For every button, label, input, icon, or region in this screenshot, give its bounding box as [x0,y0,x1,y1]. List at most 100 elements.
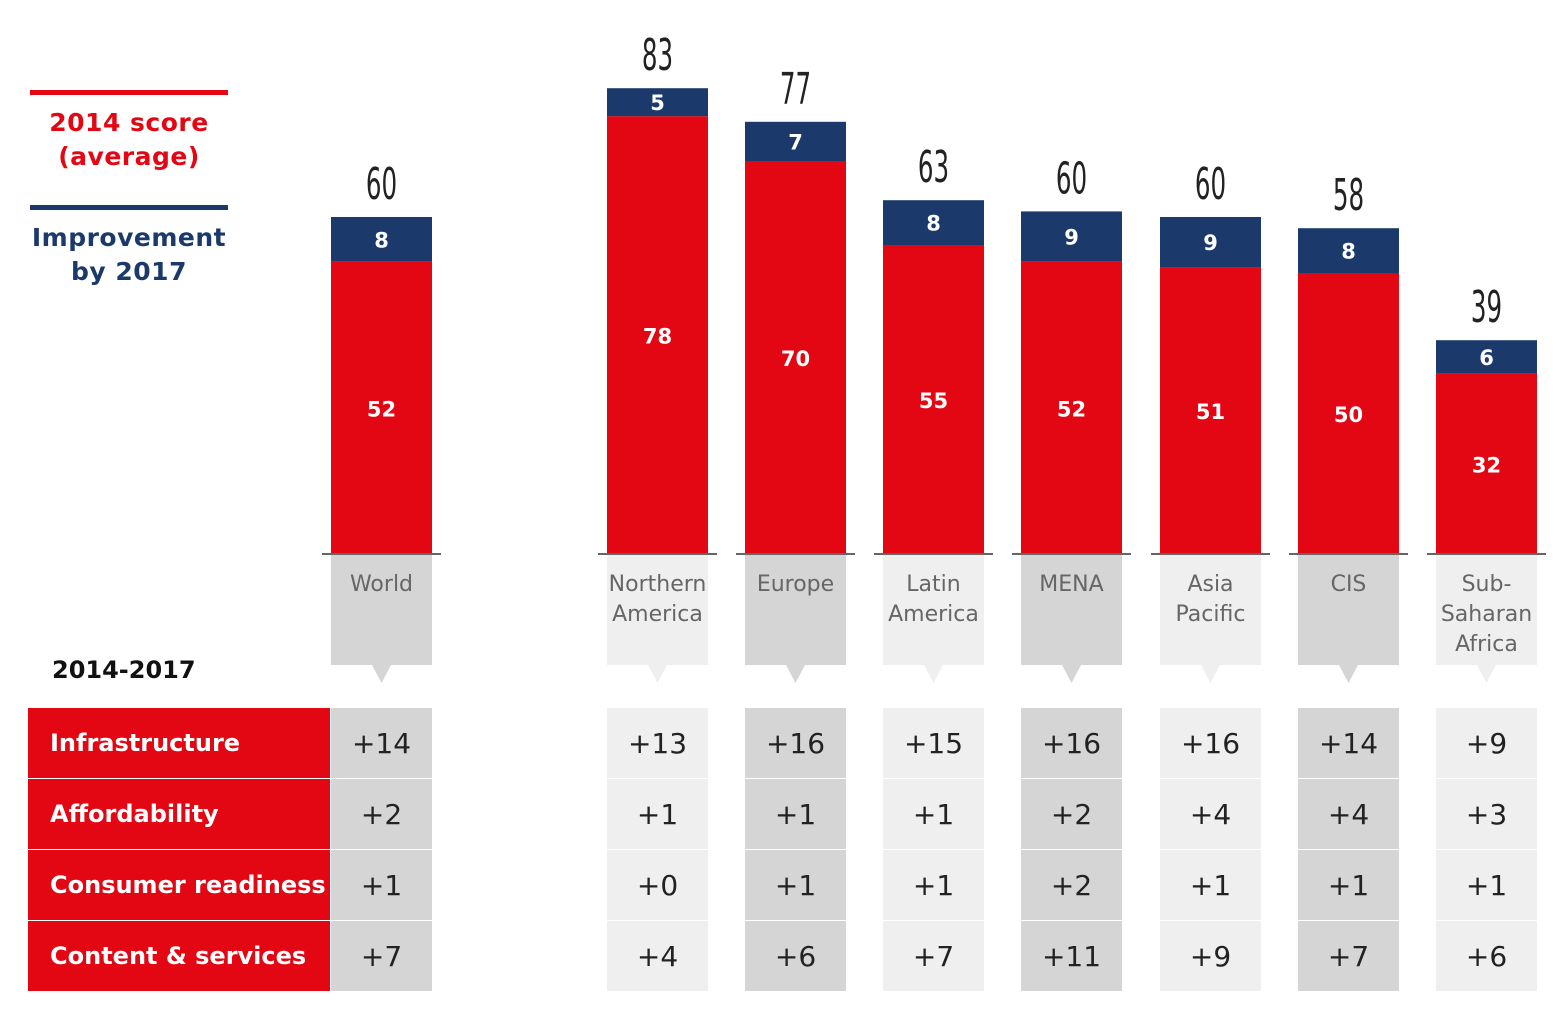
bar-2014-score [1160,267,1261,553]
table-cell: +15 [883,708,984,778]
category-label: MENA [1039,572,1103,597]
table-cell: +7 [883,921,984,991]
table-cell: +2 [1021,850,1122,920]
table-cell: +1 [745,850,846,920]
category-tab [883,553,984,683]
bar-2014-score [1298,273,1399,553]
table-cell: +1 [1436,850,1537,920]
row-label: Affordability [28,779,330,849]
table-cell: +4 [1298,779,1399,849]
data-label-total: 39 [1471,281,1502,333]
category-label: Northern [609,572,707,597]
row-label: Infrastructure [28,708,330,778]
category-tab [607,553,708,683]
data-label-2014-score: 32 [1472,453,1501,477]
bar-2014-score [1021,261,1122,553]
bar-improvement [745,121,846,161]
data-label-2014-score: 70 [781,347,810,371]
legend-base-label: 2014 score (average) [30,106,228,174]
legend-base-label-line: 2014 score [49,108,209,137]
category-label: Saharan [1441,602,1532,627]
table-cell: +6 [745,921,846,991]
data-label-2014-score: 52 [1057,397,1086,421]
table-cell: +4 [1160,779,1261,849]
data-label-total: 60 [1195,158,1226,210]
table-cell: +1 [883,850,984,920]
data-label-improvement: 8 [926,212,941,236]
baseline [874,553,993,555]
table-cell: +1 [1298,850,1399,920]
data-label-total: 63 [918,141,949,193]
data-label-total: 58 [1333,169,1364,221]
data-label-total: 77 [780,63,811,115]
table-cell: +14 [1298,708,1399,778]
table-cell: +13 [607,708,708,778]
stacked-bar-chart: 52860World78583NorthernAmerica70777Europ… [322,29,1546,683]
category-tab [745,553,846,683]
category-tab [1160,553,1261,683]
table-cell: +16 [745,708,846,778]
table-cell: +3 [1436,779,1537,849]
table-cell: +1 [883,779,984,849]
data-label-total: 83 [642,29,673,81]
table-cell: +9 [1436,708,1537,778]
legend-base-label-line: (average) [58,142,200,171]
category-label: Europe [757,572,834,597]
table-cell: +6 [1436,921,1537,991]
category-label: America [612,602,703,627]
table-cell: +1 [331,850,432,920]
baseline [322,553,441,555]
legend-improvement-label-line: by 2017 [71,257,187,286]
table-cell: +1 [745,779,846,849]
legend-improvement-label: Improvement by 2017 [30,221,228,289]
data-label-improvement: 8 [374,228,389,252]
bar-2014-score [883,245,984,553]
category-label: Africa [1455,632,1518,657]
category-label: Latin [906,572,960,597]
data-label-improvement: 5 [650,91,665,115]
data-label-improvement: 6 [1479,346,1494,370]
bar-2014-score [331,261,432,553]
bar-improvement [1298,228,1399,273]
category-tab [1021,553,1122,683]
bar-2014-score [607,116,708,553]
table-cell: +1 [607,779,708,849]
table-cell: +16 [1021,708,1122,778]
category-label: CIS [1331,572,1367,597]
legend-improvement-label-line: Improvement [31,223,227,252]
bar-improvement [883,200,984,245]
data-label-improvement: 7 [788,130,803,154]
baseline [1289,553,1408,555]
bar-2014-score [745,161,846,553]
bar-improvement [1160,217,1261,268]
bar-improvement [1436,340,1537,374]
category-tab [1436,553,1537,683]
category-label: Sub- [1462,572,1512,597]
table-cell: +2 [1021,779,1122,849]
bar-improvement [331,217,432,262]
table-cell: +4 [607,921,708,991]
category-label: Pacific [1176,602,1246,627]
period-label: 2014-2017 [52,656,196,684]
data-label-2014-score: 55 [919,389,948,413]
data-label-total: 60 [1056,153,1087,205]
baseline [1012,553,1131,555]
legend-base-swatch [30,90,228,95]
table-cell: +7 [331,921,432,991]
category-label: America [888,602,979,627]
bar-2014-score [1436,373,1537,553]
bar-improvement [1021,211,1122,262]
data-label-total: 60 [366,158,397,210]
data-label-improvement: 9 [1203,231,1218,255]
data-label-improvement: 8 [1341,240,1356,264]
category-label: World [350,572,413,597]
table-cell: +11 [1021,921,1122,991]
data-label-2014-score: 78 [643,325,672,349]
table-cell: +1 [1160,850,1261,920]
row-label: Consumer readiness [28,850,330,920]
row-label: Content & services [28,921,330,991]
table-cell: +16 [1160,708,1261,778]
category-label: Asia [1187,572,1233,597]
data-label-2014-score: 52 [367,397,396,421]
baseline [736,553,855,555]
